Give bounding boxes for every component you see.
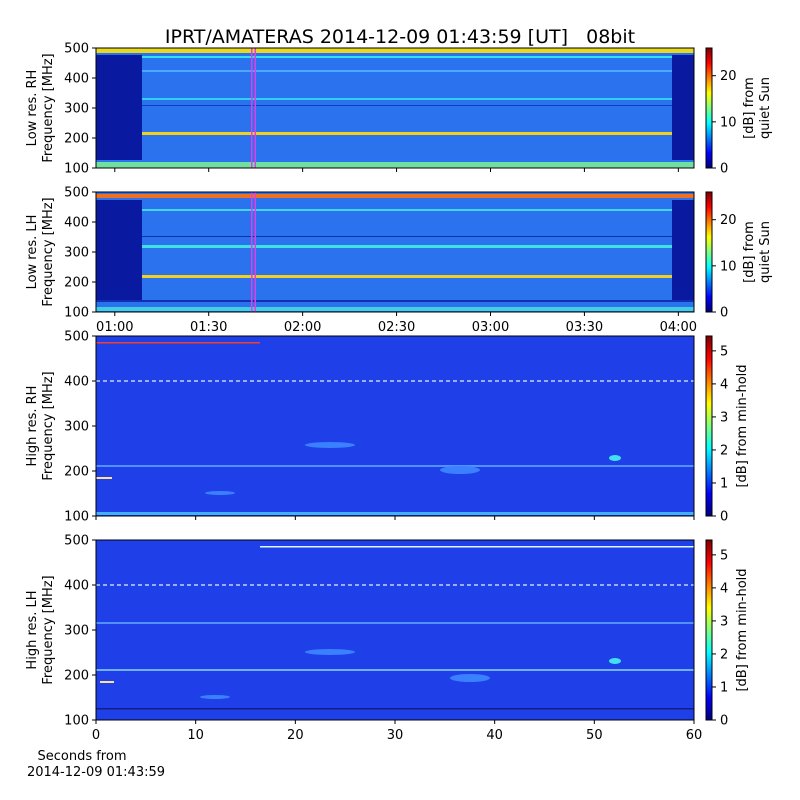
colorbar-tick-label: 10 — [720, 259, 737, 274]
colorbar-tick-label: 1 — [720, 476, 728, 491]
y-axis-label: Frequency [MHz] — [41, 575, 56, 684]
y-tick-label: 200 — [64, 465, 89, 480]
y-tick-label: 200 — [64, 276, 89, 291]
y-tick-label: 300 — [64, 624, 89, 639]
colorbar-tick-label: 3 — [720, 410, 728, 425]
colorbar-label: quiet Sun — [758, 77, 773, 139]
colorbar-tick-label: 5 — [720, 344, 728, 359]
y-axis-label: High res. RH — [25, 386, 40, 467]
x-tick-label: 03:30 — [566, 320, 603, 335]
x-tick-label: 01:00 — [96, 320, 133, 335]
y-axis-label: Low res. RH — [25, 70, 40, 147]
colorbar-label: [dB] from — [742, 221, 757, 283]
y-tick-label: 400 — [64, 216, 89, 231]
y-tick-label: 400 — [64, 72, 89, 87]
y-tick-label: 500 — [64, 534, 89, 549]
colorbar-tick-label: 0 — [720, 714, 728, 729]
colorbar-tick-label: 0 — [720, 306, 728, 321]
colorbar-tick-label: 1 — [720, 680, 728, 695]
y-tick-label: 400 — [64, 579, 89, 594]
y-axis-label: Low res. LH — [25, 215, 40, 290]
y-tick-label: 100 — [64, 714, 89, 729]
colorbar-tick-label: 4 — [720, 581, 728, 596]
y-tick-label: 300 — [64, 420, 89, 435]
y-tick-label: 100 — [64, 306, 89, 321]
colorbar-tick-label: 2 — [720, 647, 728, 662]
spectrogram-image — [96, 192, 694, 312]
y-axis-label: High res. LH — [25, 590, 40, 669]
y-tick-label: 200 — [64, 132, 89, 147]
x-tick-label: 01:30 — [190, 320, 227, 335]
y-axis-label: Frequency [MHz] — [41, 371, 56, 480]
x-axis-label: Seconds from — [37, 749, 126, 764]
y-tick-label: 500 — [64, 42, 89, 57]
colorbar — [705, 335, 713, 517]
x-tick-label: 30 — [387, 728, 404, 743]
colorbar — [705, 539, 713, 721]
y-tick-label: 300 — [64, 102, 89, 117]
colorbar-tick-label: 4 — [720, 377, 728, 392]
colorbar-tick-label: 20 — [720, 213, 737, 228]
y-tick-label: 500 — [64, 330, 89, 345]
colorbar-tick-label: 2 — [720, 443, 728, 458]
colorbar-tick-label: 20 — [720, 69, 737, 84]
y-tick-label: 100 — [64, 162, 89, 177]
figure-title: IPRT/AMATERAS 2014-12-09 01:43:59 [UT] 0… — [165, 26, 635, 48]
x-tick-label: 02:30 — [378, 320, 415, 335]
y-axis-label: Frequency [MHz] — [41, 197, 56, 306]
spectrogram-image — [96, 540, 694, 720]
colorbar-tick-label: 3 — [720, 614, 728, 629]
y-tick-label: 200 — [64, 669, 89, 684]
spectrogram-image — [96, 48, 694, 168]
x-tick-label: 40 — [486, 728, 503, 743]
colorbar-tick-label: 5 — [720, 548, 728, 563]
colorbar-tick-label: 0 — [720, 162, 728, 177]
colorbar-label: quiet Sun — [758, 221, 773, 283]
x-tick-label: 50 — [586, 728, 603, 743]
y-tick-label: 100 — [64, 510, 89, 525]
colorbar-tick-label: 0 — [720, 510, 728, 525]
y-tick-label: 400 — [64, 375, 89, 390]
colorbar-label: [dB] from — [742, 77, 757, 139]
x-tick-label: 0 — [92, 728, 100, 743]
spectrogram-image — [96, 336, 694, 516]
x-tick-label: 03:00 — [472, 320, 509, 335]
colorbar — [705, 47, 713, 169]
x-tick-label: 02:00 — [284, 320, 321, 335]
colorbar-tick-label: 10 — [720, 115, 737, 130]
x-axis-label: 2014-12-09 01:43:59 — [27, 765, 165, 780]
colorbar-label: [dB] from min-hold — [735, 364, 750, 487]
colorbar-label: [dB] from min-hold — [735, 568, 750, 691]
x-tick-label: 04:00 — [660, 320, 697, 335]
y-tick-label: 300 — [64, 246, 89, 261]
y-tick-label: 500 — [64, 186, 89, 201]
colorbar — [705, 191, 713, 313]
x-tick-label: 60 — [686, 728, 703, 743]
y-axis-label: Frequency [MHz] — [41, 53, 56, 162]
x-tick-label: 20 — [287, 728, 304, 743]
x-tick-label: 10 — [187, 728, 204, 743]
